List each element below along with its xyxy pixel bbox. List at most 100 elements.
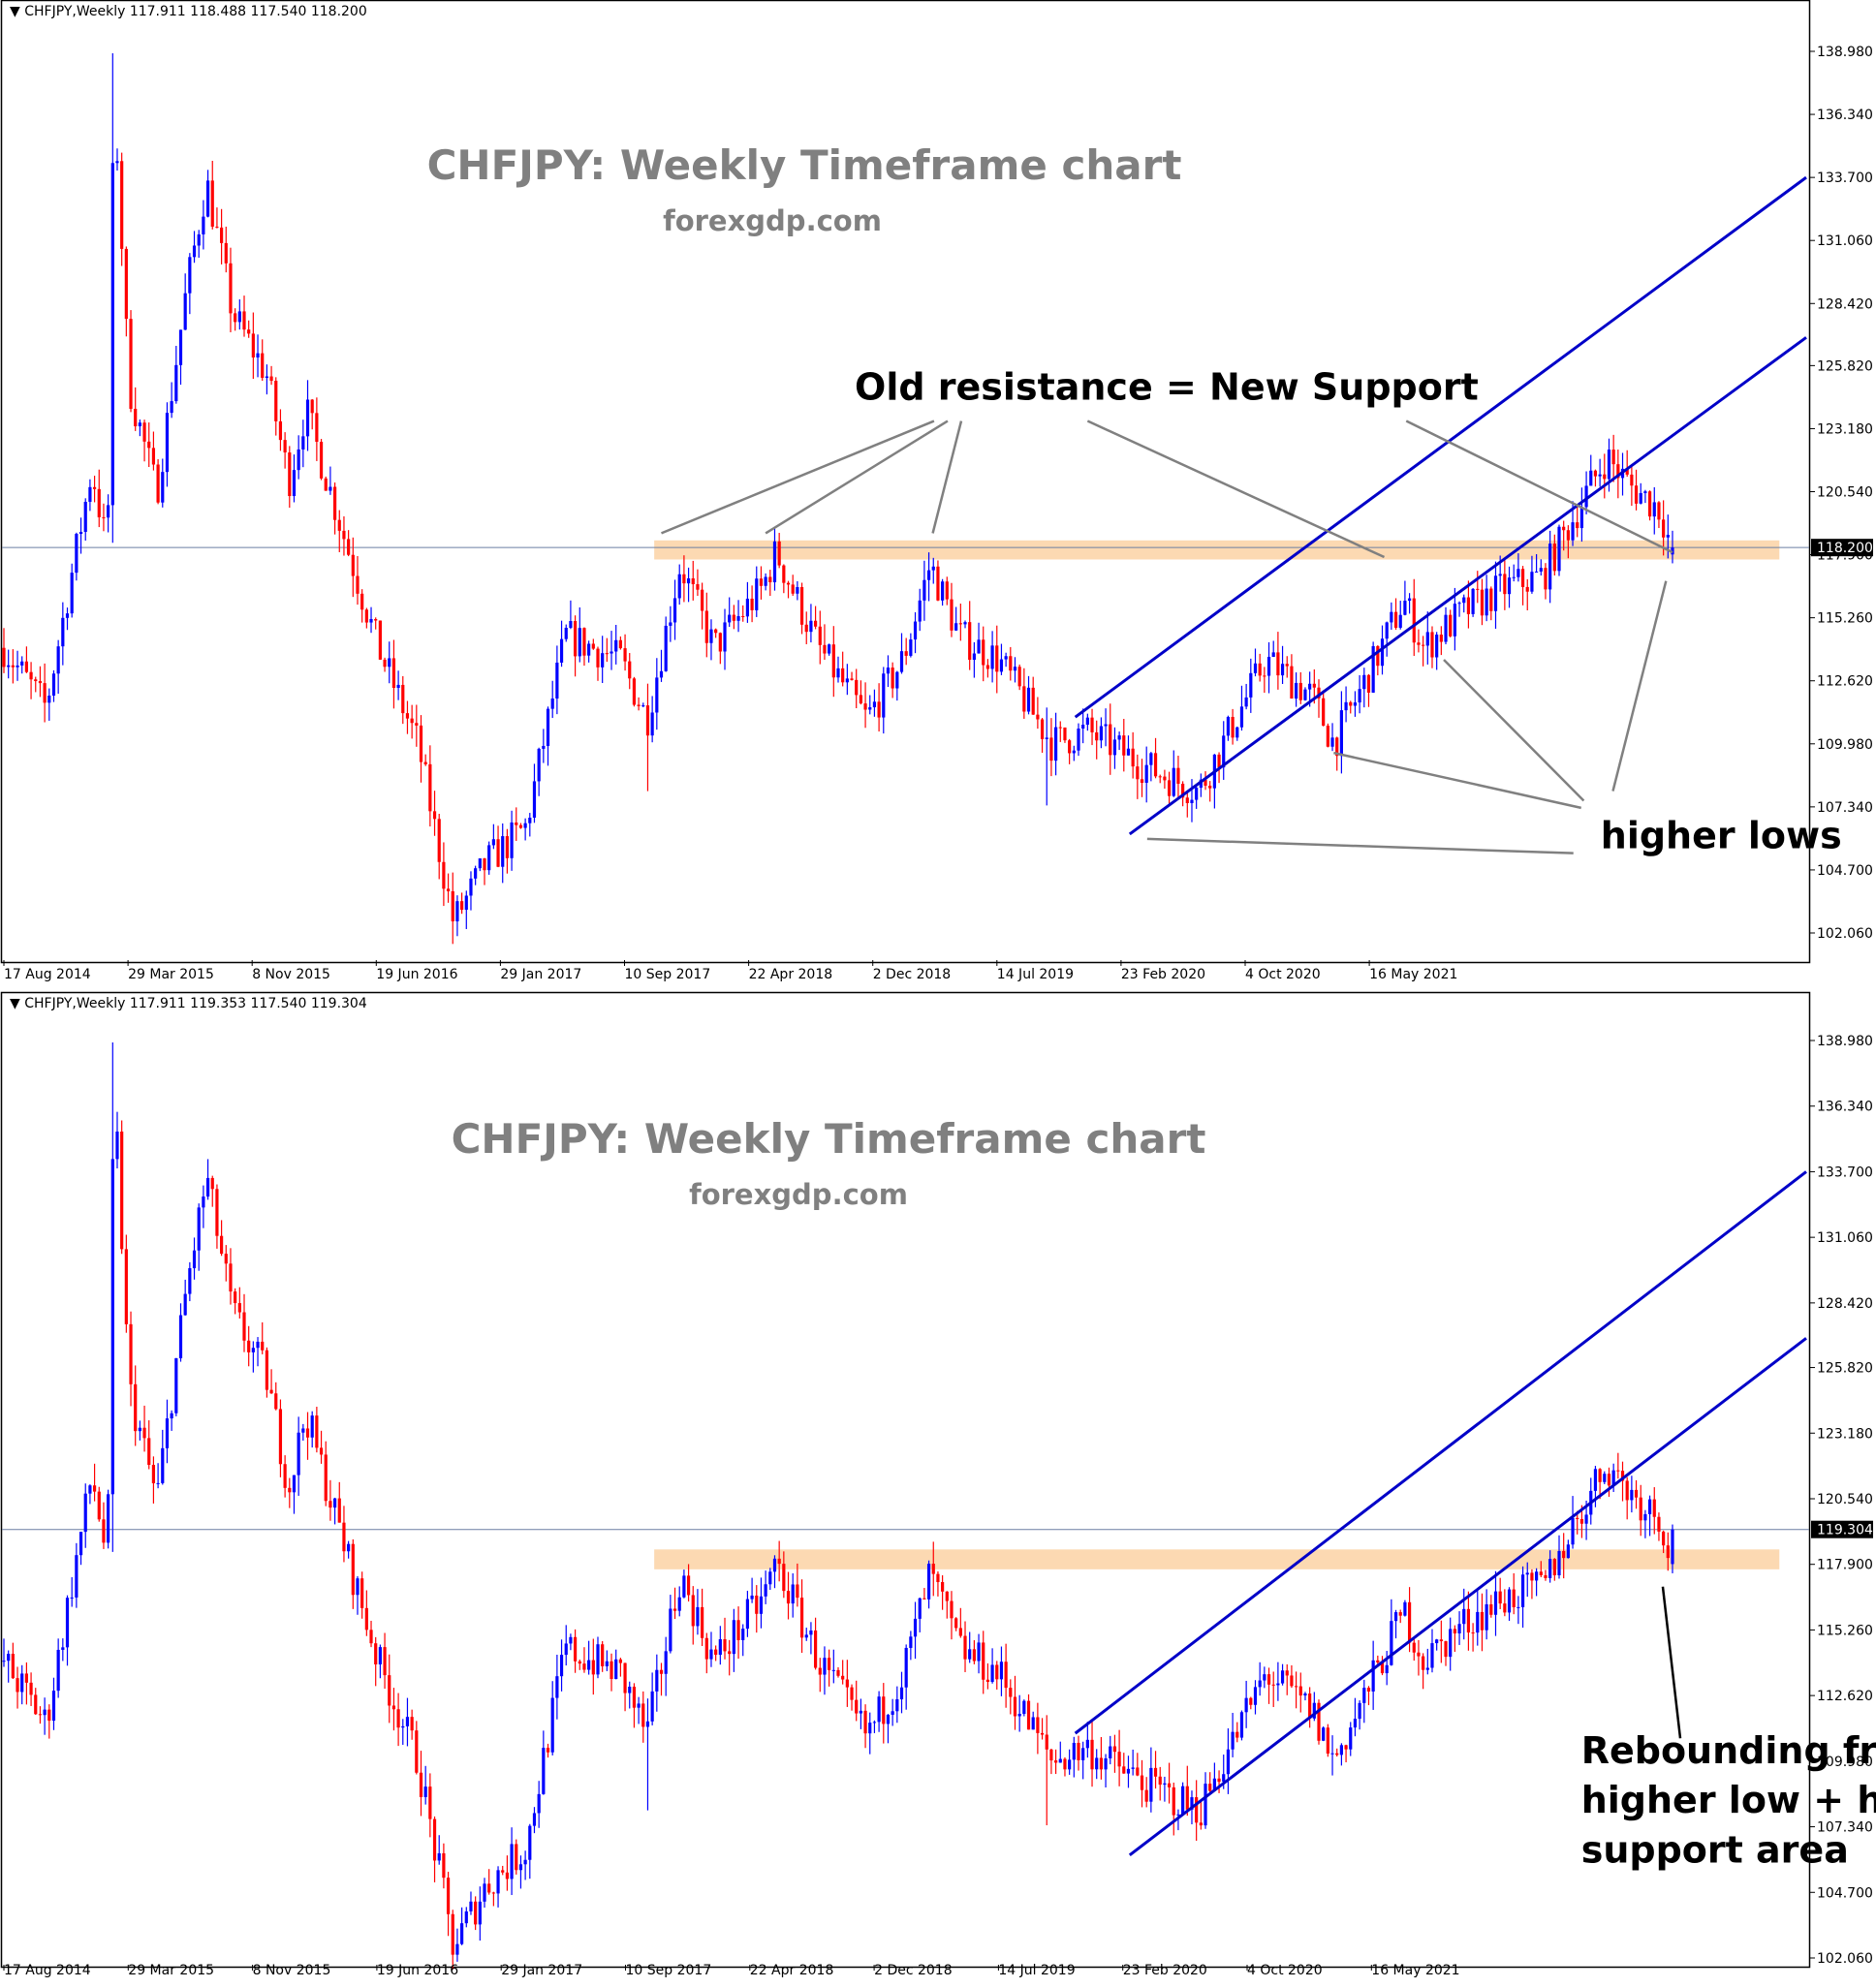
candle xyxy=(1285,656,1289,678)
candle xyxy=(1516,1596,1520,1625)
candle xyxy=(205,1159,210,1200)
candle xyxy=(564,624,568,642)
candle xyxy=(559,620,564,668)
candle xyxy=(1153,737,1158,779)
y-tick-label: 133.700 xyxy=(1817,1165,1873,1180)
candle xyxy=(156,1463,160,1489)
candle xyxy=(1634,1479,1639,1509)
candle xyxy=(1122,1753,1126,1774)
y-tick-label: 107.340 xyxy=(1817,800,1873,816)
candle xyxy=(863,682,867,729)
candle xyxy=(732,605,735,630)
candle xyxy=(850,1684,854,1711)
candle xyxy=(474,865,478,885)
candle xyxy=(655,1654,659,1712)
candle xyxy=(950,1591,954,1640)
y-tick-label: 138.980 xyxy=(1817,1034,1873,1049)
annotation-pointer xyxy=(1146,837,1574,854)
candle xyxy=(809,1622,813,1655)
candle xyxy=(391,1688,396,1731)
candle xyxy=(1403,1600,1407,1617)
candle xyxy=(1231,1713,1235,1757)
candle xyxy=(278,409,283,451)
candle xyxy=(1480,578,1485,626)
candle xyxy=(641,702,645,708)
candle xyxy=(34,1688,38,1716)
candle xyxy=(1417,629,1421,653)
candle xyxy=(945,1591,949,1619)
candle xyxy=(669,606,672,642)
candle xyxy=(1385,621,1389,657)
candle xyxy=(1140,759,1144,797)
candle xyxy=(415,704,419,747)
candle xyxy=(83,1483,87,1548)
candle xyxy=(1457,1611,1461,1645)
candle xyxy=(759,1577,764,1629)
annotation-text: Rebounding from the xyxy=(1581,1729,1876,1772)
x-tick-label: 2 Dec 2018 xyxy=(873,967,952,982)
candle xyxy=(1616,1452,1620,1479)
x-tick-label: 10 Sep 2017 xyxy=(626,1963,712,1978)
candle xyxy=(110,1042,114,1552)
candle xyxy=(759,566,764,600)
candle xyxy=(1095,1749,1099,1780)
candle xyxy=(360,589,364,623)
x-tick-label: 17 Aug 2014 xyxy=(4,1963,91,1978)
candle xyxy=(813,606,818,630)
candle xyxy=(1009,646,1013,681)
candle xyxy=(772,527,777,591)
candle xyxy=(777,533,781,569)
candle xyxy=(16,650,19,681)
candle xyxy=(261,1321,265,1354)
candle xyxy=(1520,1566,1525,1629)
candle xyxy=(1253,648,1258,677)
candle xyxy=(120,152,124,266)
chart-panel-1: ▼ CHFJPY,Weekly 117.911 118.488 117.540 … xyxy=(0,0,1873,982)
candle xyxy=(723,1617,727,1660)
current-price-label: 119.304 xyxy=(1817,1523,1873,1538)
candle xyxy=(24,646,28,673)
candle xyxy=(550,680,554,719)
candle xyxy=(75,1542,78,1608)
candle xyxy=(229,247,233,332)
candle xyxy=(120,1120,124,1255)
candle xyxy=(895,1686,899,1724)
y-tick-label: 136.340 xyxy=(1817,108,1873,123)
candle xyxy=(1095,720,1099,760)
candle xyxy=(1036,697,1040,730)
candle xyxy=(378,1644,382,1679)
candle xyxy=(446,873,451,903)
candle xyxy=(990,1648,994,1684)
candle xyxy=(1053,712,1058,776)
candle xyxy=(401,1719,405,1745)
candle xyxy=(1068,738,1072,764)
candle xyxy=(1263,667,1266,694)
candle xyxy=(578,606,581,663)
candle xyxy=(292,454,297,503)
candle xyxy=(990,631,994,683)
candle xyxy=(455,895,459,937)
candle xyxy=(11,1642,15,1680)
candle xyxy=(1199,1801,1203,1830)
candle xyxy=(709,619,713,661)
candle xyxy=(1013,1675,1017,1730)
candle xyxy=(972,1640,976,1664)
candle xyxy=(718,632,722,665)
candle xyxy=(1657,501,1661,529)
candle xyxy=(1417,1639,1421,1676)
candle xyxy=(251,1341,255,1373)
x-tick-label: 17 Aug 2014 xyxy=(4,967,91,982)
y-tick-label: 125.820 xyxy=(1817,358,1873,374)
candle xyxy=(1525,1562,1529,1598)
candle xyxy=(926,1560,931,1609)
candle xyxy=(732,1608,735,1672)
candle xyxy=(1085,713,1089,731)
candle xyxy=(954,606,958,632)
candle xyxy=(537,1781,541,1828)
y-tick-label: 123.180 xyxy=(1817,1426,1873,1442)
candle xyxy=(1208,781,1212,802)
candle xyxy=(718,1626,722,1665)
support-zone xyxy=(654,540,1780,560)
candle xyxy=(1326,1724,1329,1757)
x-tick-label: 2 Dec 2018 xyxy=(874,1963,953,1978)
